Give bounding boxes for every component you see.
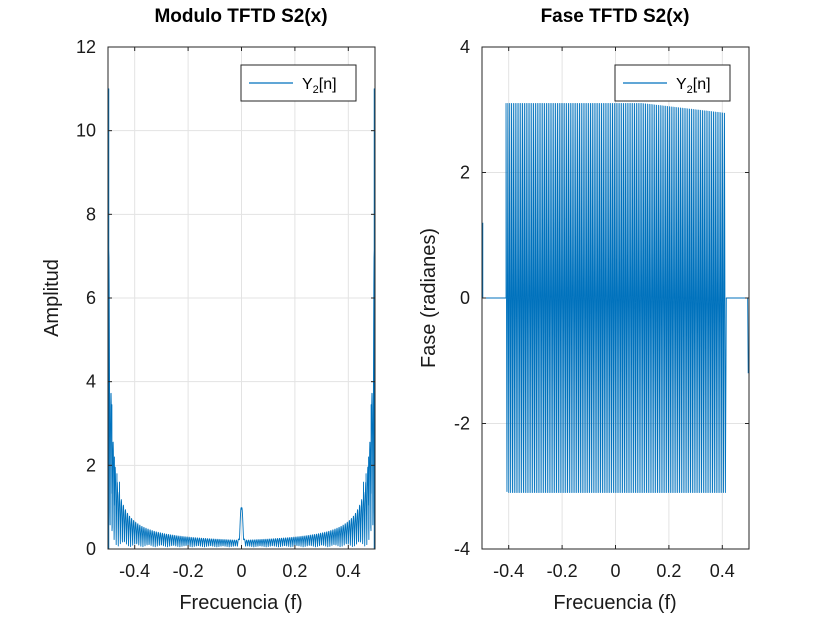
- phase-series-group: [482, 103, 749, 493]
- magnitude-grid: [108, 46, 375, 550]
- phase-xlabel: Frecuencia (f): [553, 592, 676, 614]
- magnitude-ytick-label: 2: [86, 455, 96, 475]
- magnitude-xlabel: Frecuencia (f): [179, 592, 302, 614]
- phase-ytick-label: -2: [454, 414, 470, 434]
- magnitude-series-group: [108, 88, 375, 549]
- phase-xtick-label: 0.2: [656, 561, 681, 581]
- magnitude-xtick-label: 0.2: [282, 561, 307, 581]
- phase-ytick-label: 4: [460, 37, 470, 57]
- magnitude-legend: Y2[n]: [240, 64, 357, 102]
- phase-title: Fase TFTD S2(x): [541, 6, 690, 27]
- phase-ytick-label: 0: [460, 288, 470, 308]
- phase-xtick-label: -0.4: [493, 561, 524, 581]
- phase-legend-label: Y2[n]: [676, 76, 711, 96]
- magnitude-ytick-label: 6: [86, 288, 96, 308]
- magnitude-ytick-label: 10: [76, 121, 96, 141]
- phase-legend: Y2[n]: [614, 64, 731, 102]
- magnitude-panel: Modulo TFTD S2(x) -0.4 -0.2 0 0.2 0.4 0 2 4 6 8 10…: [41, 6, 376, 614]
- magnitude-xtick-label: -0.4: [119, 561, 150, 581]
- magnitude-ytick-label: 12: [76, 37, 96, 57]
- phase-series-line: [482, 103, 749, 493]
- magnitude-ytick-label: 0: [86, 539, 96, 559]
- magnitude-title: Modulo TFTD S2(x): [154, 6, 327, 27]
- magnitude-ticks: -0.4 -0.2 0 0.2 0.4 0 2 4 6 8 10 12: [76, 37, 375, 581]
- phase-xtick-label: 0.4: [710, 561, 735, 581]
- magnitude-ytick-label: 8: [86, 204, 96, 224]
- magnitude-xtick-label: 0.4: [336, 561, 361, 581]
- magnitude-series-line: [108, 88, 375, 549]
- phase-panel: Fase TFTD S2(x) -0.4 -0.2 0 0.2 0.4 -4 -2 0 2 4 F…: [418, 6, 750, 614]
- phase-ytick-label: 2: [460, 163, 470, 183]
- phase-ytick-label: -4: [454, 539, 470, 559]
- magnitude-xtick-label: -0.2: [173, 561, 204, 581]
- phase-ylabel: Fase (radianes): [418, 228, 440, 368]
- phase-xtick-label: -0.2: [547, 561, 578, 581]
- phase-xtick-label: 0: [610, 561, 620, 581]
- magnitude-xtick-label: 0: [236, 561, 246, 581]
- magnitude-ytick-label: 4: [86, 372, 96, 392]
- magnitude-legend-label: Y2[n]: [302, 76, 337, 96]
- magnitude-ylabel: Amplitud: [41, 259, 63, 337]
- phase-ticks: -0.4 -0.2 0 0.2 0.4 -4 -2 0 2 4: [454, 37, 749, 581]
